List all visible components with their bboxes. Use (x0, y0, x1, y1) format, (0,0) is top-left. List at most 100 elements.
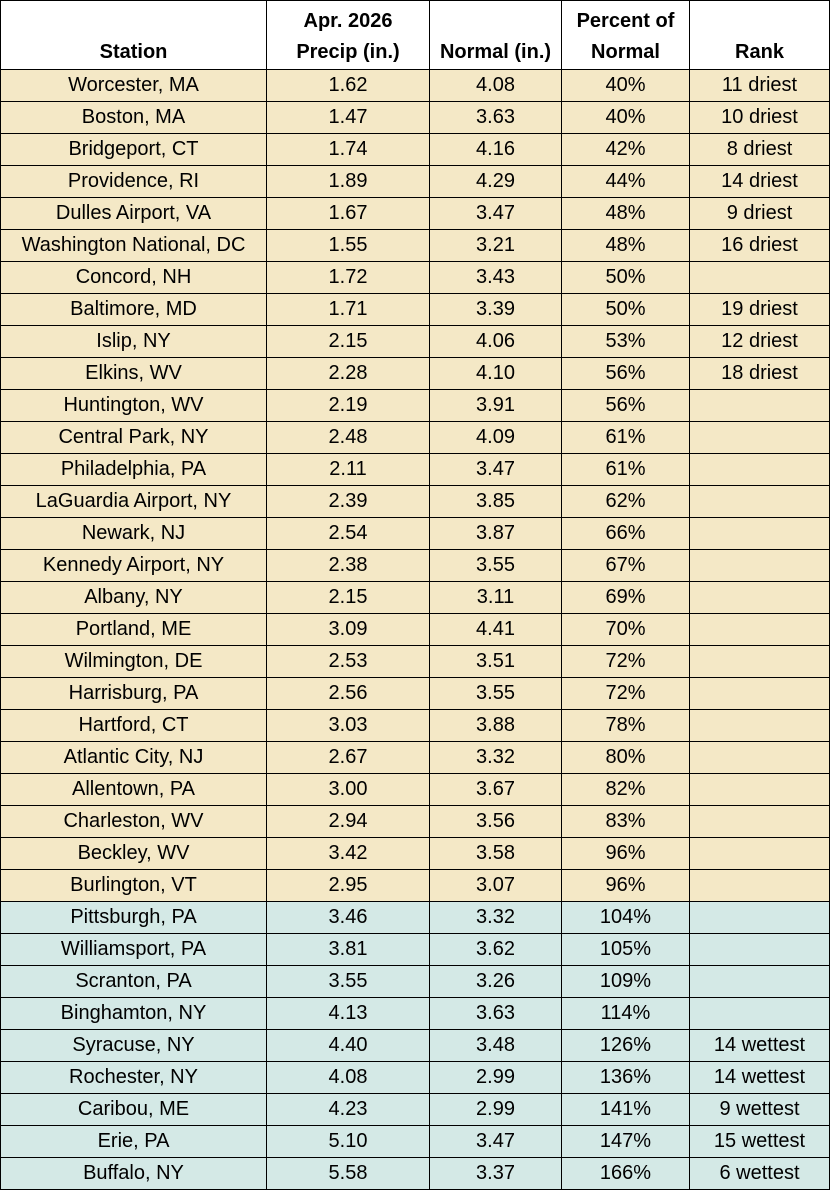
percent-cell: 80% (561, 741, 690, 774)
normal-cell: 3.51 (429, 645, 562, 678)
precip-cell: 2.54 (266, 517, 430, 550)
table-row: Dulles Airport, VA 1.67 3.47 48% 9 driest (0, 197, 830, 230)
percent-cell: 56% (561, 389, 690, 422)
table-row: Hartford, CT 3.03 3.88 78% (0, 709, 830, 742)
precip-cell: 2.19 (266, 389, 430, 422)
header-normal-label: Normal (in.) (439, 41, 552, 63)
percent-cell: 48% (561, 229, 690, 262)
percent-cell: 50% (561, 293, 690, 326)
rank-cell (689, 869, 830, 902)
rank-cell (689, 517, 830, 550)
rank-cell: 12 driest (689, 325, 830, 358)
rank-cell (689, 901, 830, 934)
normal-cell: 3.63 (429, 997, 562, 1030)
header-rank: Rank (689, 0, 830, 70)
rank-cell (689, 581, 830, 614)
rank-cell: 8 driest (689, 133, 830, 166)
header-normal: Normal (in.) (429, 0, 562, 70)
percent-cell: 114% (561, 997, 690, 1030)
station-cell: Providence, RI (0, 165, 267, 198)
normal-cell: 3.58 (429, 837, 562, 870)
normal-cell: 3.32 (429, 901, 562, 934)
precip-cell: 2.95 (266, 869, 430, 902)
station-cell: Boston, MA (0, 101, 267, 134)
table-row: Bridgeport, CT 1.74 4.16 42% 8 driest (0, 133, 830, 166)
normal-cell: 3.07 (429, 869, 562, 902)
precip-cell: 1.47 (266, 101, 430, 134)
rank-cell (689, 677, 830, 710)
percent-cell: 105% (561, 933, 690, 966)
percent-cell: 96% (561, 869, 690, 902)
precip-cell: 2.15 (266, 325, 430, 358)
normal-cell: 3.48 (429, 1029, 562, 1062)
precip-cell: 4.40 (266, 1029, 430, 1062)
normal-cell: 3.37 (429, 1157, 562, 1190)
normal-cell: 3.55 (429, 677, 562, 710)
table-row: Syracuse, NY 4.40 3.48 126% 14 wettest (0, 1029, 830, 1062)
table-row: Islip, NY 2.15 4.06 53% 12 driest (0, 325, 830, 358)
rank-cell: 11 driest (689, 69, 830, 102)
normal-cell: 4.09 (429, 421, 562, 454)
station-cell: LaGuardia Airport, NY (0, 485, 267, 518)
precip-cell: 2.28 (266, 357, 430, 390)
table-row: Erie, PA 5.10 3.47 147% 15 wettest (0, 1125, 830, 1158)
percent-cell: 70% (561, 613, 690, 646)
rank-cell: 14 wettest (689, 1029, 830, 1062)
normal-cell: 3.32 (429, 741, 562, 774)
rank-cell (689, 997, 830, 1030)
percent-cell: 50% (561, 261, 690, 294)
station-cell: Worcester, MA (0, 69, 267, 102)
table-row: Atlantic City, NJ 2.67 3.32 80% (0, 741, 830, 774)
rank-cell (689, 965, 830, 998)
normal-cell: 3.67 (429, 773, 562, 806)
precip-cell: 3.42 (266, 837, 430, 870)
precip-cell: 2.39 (266, 485, 430, 518)
normal-cell: 4.10 (429, 357, 562, 390)
table-row: Harrisburg, PA 2.56 3.55 72% (0, 677, 830, 710)
percent-cell: 104% (561, 901, 690, 934)
precip-cell: 1.71 (266, 293, 430, 326)
percent-cell: 72% (561, 645, 690, 678)
rank-cell: 14 wettest (689, 1061, 830, 1094)
table-row: Wilmington, DE 2.53 3.51 72% (0, 645, 830, 678)
table-row: Newark, NJ 2.54 3.87 66% (0, 517, 830, 550)
rank-cell: 10 driest (689, 101, 830, 134)
station-cell: Syracuse, NY (0, 1029, 267, 1062)
percent-cell: 42% (561, 133, 690, 166)
table-row: Central Park, NY 2.48 4.09 61% (0, 421, 830, 454)
table-row: Binghamton, NY 4.13 3.63 114% (0, 997, 830, 1030)
station-cell: Philadelphia, PA (0, 453, 267, 486)
normal-cell: 3.47 (429, 1125, 562, 1158)
station-cell: Pittsburgh, PA (0, 901, 267, 934)
percent-cell: 67% (561, 549, 690, 582)
table-row: Philadelphia, PA 2.11 3.47 61% (0, 453, 830, 486)
table-row: Rochester, NY 4.08 2.99 136% 14 wettest (0, 1061, 830, 1094)
station-cell: Beckley, WV (0, 837, 267, 870)
percent-cell: 61% (561, 453, 690, 486)
station-cell: Hartford, CT (0, 709, 267, 742)
station-cell: Charleston, WV (0, 805, 267, 838)
station-cell: Elkins, WV (0, 357, 267, 390)
station-cell: Concord, NH (0, 261, 267, 294)
percent-cell: 44% (561, 165, 690, 198)
precip-cell: 4.23 (266, 1093, 430, 1126)
station-cell: Dulles Airport, VA (0, 197, 267, 230)
table-row: Pittsburgh, PA 3.46 3.32 104% (0, 901, 830, 934)
header-percent: Percent of Normal (561, 0, 690, 70)
precip-cell: 1.55 (266, 229, 430, 262)
header-precip-line2: Precip (in.) (296, 41, 400, 63)
rank-cell (689, 549, 830, 582)
table-row: Boston, MA 1.47 3.63 40% 10 driest (0, 101, 830, 134)
normal-cell: 3.26 (429, 965, 562, 998)
percent-cell: 141% (561, 1093, 690, 1126)
table-row: Elkins, WV 2.28 4.10 56% 18 driest (0, 357, 830, 390)
table-row: Scranton, PA 3.55 3.26 109% (0, 965, 830, 998)
percent-cell: 72% (561, 677, 690, 710)
normal-cell: 4.06 (429, 325, 562, 358)
percent-cell: 48% (561, 197, 690, 230)
normal-cell: 3.47 (429, 453, 562, 486)
table-row: Providence, RI 1.89 4.29 44% 14 driest (0, 165, 830, 198)
station-cell: Burlington, VT (0, 869, 267, 902)
normal-cell: 3.88 (429, 709, 562, 742)
